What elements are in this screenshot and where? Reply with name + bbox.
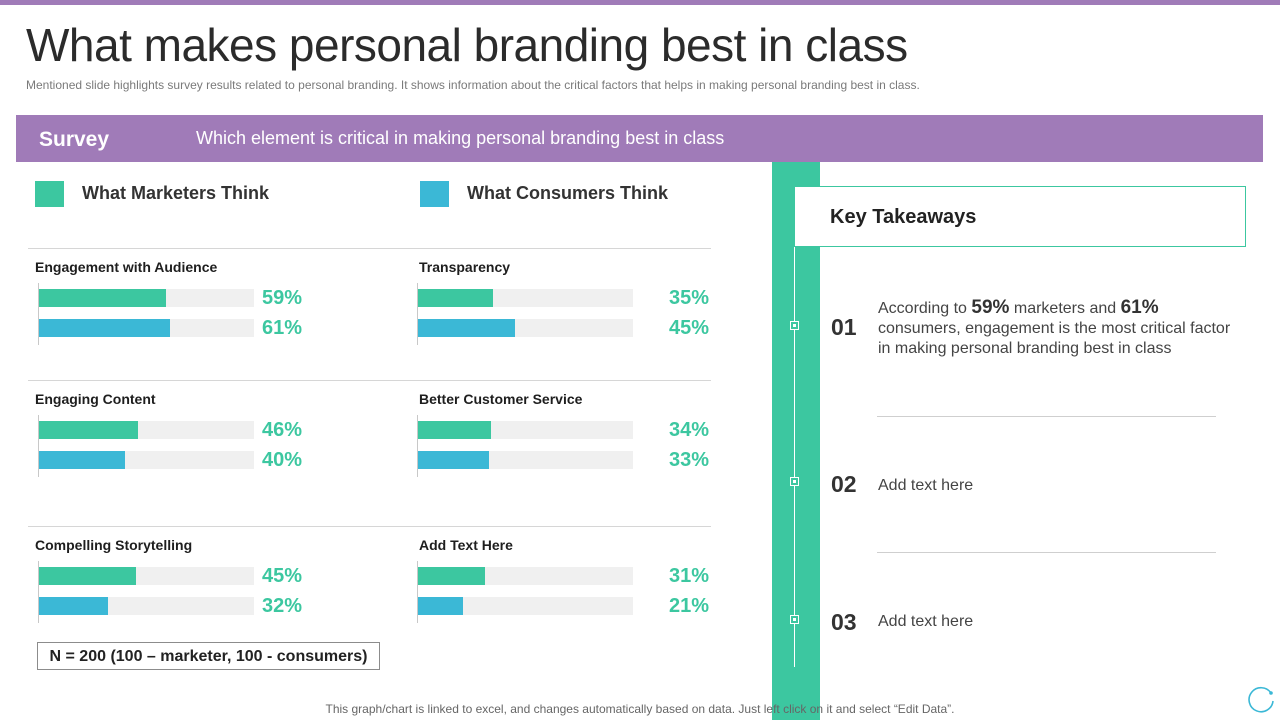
bar-value-label: 34% xyxy=(669,419,710,441)
group-title: Engagement with Audience xyxy=(35,259,218,275)
bar-track-consumers xyxy=(418,597,633,615)
group-axis xyxy=(38,415,39,477)
bar-marketers[interactable] xyxy=(418,421,492,439)
bar-track-marketers xyxy=(418,289,633,307)
bar-track-consumers xyxy=(39,319,254,337)
bar-value-label: 35% xyxy=(669,287,710,309)
takeaway-separator xyxy=(877,416,1216,417)
group-title: Compelling Storytelling xyxy=(35,537,193,553)
survey-banner: Survey Which element is critical in maki… xyxy=(16,115,1263,162)
legend-swatch-marketers xyxy=(35,181,64,207)
takeaway-separator xyxy=(877,552,1216,553)
bar-track-marketers xyxy=(418,567,633,585)
timeline-marker xyxy=(790,321,799,330)
bar-track-marketers xyxy=(39,289,254,307)
takeaway-number: 02 xyxy=(831,471,857,497)
divider xyxy=(28,248,711,249)
bar-marketers[interactable] xyxy=(39,289,166,307)
page-subtitle: Mentioned slide highlights survey result… xyxy=(26,78,920,92)
takeaway-text-3[interactable]: Add text here xyxy=(878,613,974,630)
key-takeaways-header: Key Takeaways xyxy=(794,186,1246,247)
group-title: Better Customer Service xyxy=(419,391,583,407)
bar-consumers[interactable] xyxy=(418,451,489,469)
bar-value-label: 32% xyxy=(262,595,303,617)
bar-value-label: 46% xyxy=(262,419,303,441)
group-axis xyxy=(38,283,39,345)
group-axis xyxy=(417,415,418,477)
timeline-marker xyxy=(790,477,799,486)
sample-size-note: N = 200 (100 – marketer, 100 - consumers… xyxy=(37,642,380,670)
group-axis xyxy=(38,561,39,623)
bar-value-label: 31% xyxy=(669,565,710,587)
footer-note: This graph/chart is linked to excel, and… xyxy=(325,702,955,716)
legend-consumers: What Consumers Think xyxy=(467,183,669,203)
bar-track-consumers xyxy=(39,451,254,469)
top-accent-line xyxy=(0,0,1280,5)
group-title: Engaging Content xyxy=(35,391,156,407)
takeaway-text-1: According to 59% marketers and 61% consu… xyxy=(878,297,1231,358)
bar-consumers[interactable] xyxy=(39,319,171,337)
bar-consumers[interactable] xyxy=(39,597,108,615)
takeaways-accent-bar xyxy=(772,162,820,720)
timeline-marker xyxy=(790,615,799,624)
bar-value-label: 59% xyxy=(262,287,303,309)
survey-label: Survey xyxy=(39,128,110,151)
legend-marketers: What Marketers Think xyxy=(82,183,270,203)
takeaway-number: 03 xyxy=(831,609,857,635)
takeaway-text-2[interactable]: Add text here xyxy=(878,477,974,494)
bar-value-label: 21% xyxy=(669,595,710,617)
legend-swatch-consumers xyxy=(420,181,449,207)
bar-consumers[interactable] xyxy=(418,319,515,337)
bar-marketers[interactable] xyxy=(39,421,138,439)
group-axis xyxy=(417,561,418,623)
group-title: Add Text Here xyxy=(419,537,513,553)
survey-question: Which element is critical in making pers… xyxy=(196,128,725,148)
bar-marketers[interactable] xyxy=(418,289,494,307)
bar-consumers[interactable] xyxy=(39,451,125,469)
bar-value-label: 40% xyxy=(262,449,303,471)
page-title: What makes personal branding best in cla… xyxy=(26,19,908,71)
bar-value-label: 45% xyxy=(262,565,303,587)
refresh-circle-icon[interactable] xyxy=(1246,684,1276,714)
bar-value-label: 45% xyxy=(669,317,710,339)
timeline-line xyxy=(794,247,795,667)
divider xyxy=(28,526,711,527)
bar-value-label: 33% xyxy=(669,449,710,471)
key-takeaways-title: Key Takeaways xyxy=(830,206,977,228)
bar-value-label: 61% xyxy=(262,317,303,339)
group-title: Transparency xyxy=(419,259,511,275)
divider xyxy=(28,380,711,381)
bar-consumers[interactable] xyxy=(418,597,464,615)
bar-track-marketers xyxy=(39,421,254,439)
bar-marketers[interactable] xyxy=(39,567,136,585)
bar-track-marketers xyxy=(418,421,633,439)
bar-track-consumers xyxy=(418,319,633,337)
group-axis xyxy=(417,283,418,345)
bar-track-consumers xyxy=(39,597,254,615)
bar-track-consumers xyxy=(418,451,633,469)
bar-marketers[interactable] xyxy=(418,567,485,585)
bar-track-marketers xyxy=(39,567,254,585)
takeaway-number: 01 xyxy=(831,314,857,340)
